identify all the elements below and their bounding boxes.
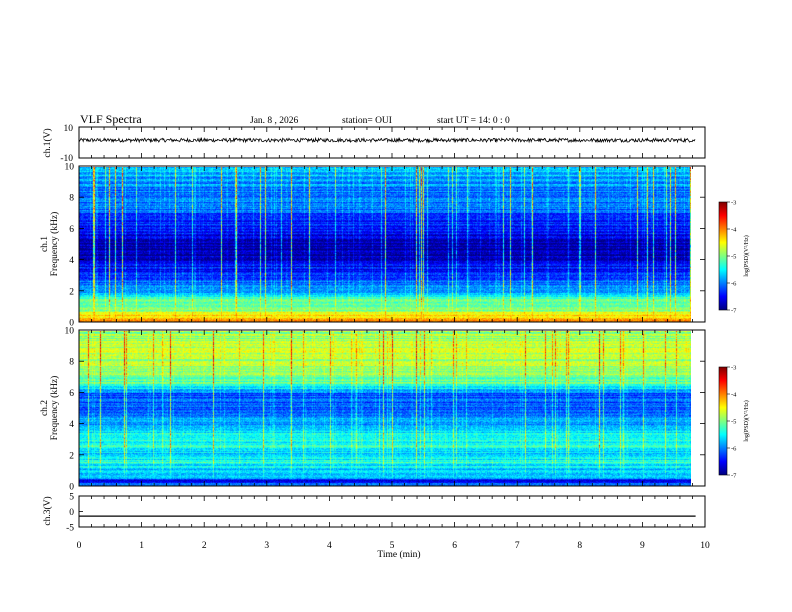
ch2-spectrogram-panel: 0 2 4 6 8 10 ch.2 Frequency (kHz) xyxy=(40,327,706,493)
xtick-label: 5 xyxy=(390,541,395,551)
figure-title: VLF Spectra xyxy=(80,112,142,126)
colorbar-tick-label: -5 xyxy=(731,419,736,426)
xtick-label: 2 xyxy=(202,541,207,551)
time-axis-tick-labels: 0 1 2 3 4 5 6 7 8 9 10 xyxy=(77,541,710,551)
time-axis-ticks xyxy=(78,127,706,527)
ch2-colorbar: -3 -4 -5 -6 -7 log(PSD)(V²/Hz) xyxy=(718,365,750,480)
ytick-label: 2 xyxy=(69,287,74,297)
start-time-label: start UT = 14: 0 : 0 xyxy=(437,116,510,126)
ytick-label: 10 xyxy=(65,163,75,173)
ytick-label: 4 xyxy=(69,256,74,266)
ch3-waveform-yticks: 5 0 -5 xyxy=(66,493,83,534)
ytick-label: -5 xyxy=(66,524,74,534)
xtick-label: 10 xyxy=(700,541,710,551)
ch1-spectrogram-yticks: 0 2 4 6 8 10 xyxy=(65,163,705,329)
ytick-label: 8 xyxy=(69,358,74,368)
ch1-waveform-frame xyxy=(78,126,706,159)
ytick-label: 8 xyxy=(69,194,74,204)
colorbar-gradient xyxy=(718,201,728,311)
xtick-label: 1 xyxy=(139,541,144,551)
ch1-spectrogram-ylabel-line1: ch.1 xyxy=(40,236,50,252)
ch1-waveform-panel: 10 -10 ch.1(V) xyxy=(42,124,706,164)
colorbar-tick-label: -3 xyxy=(731,200,736,207)
xtick-label: 8 xyxy=(577,541,582,551)
ytick-label: 5 xyxy=(69,493,74,503)
colorbar-tick-label: -6 xyxy=(731,446,737,453)
ch2-spectrogram-ylabel-line2: Frequency (kHz) xyxy=(49,376,60,441)
ch1-spectrogram-image xyxy=(79,167,691,322)
xtick-label: 0 xyxy=(77,541,82,551)
ch3-waveform-ylabel: ch.3(V) xyxy=(42,496,53,525)
xtick-label: 3 xyxy=(264,541,269,551)
time-axis-label: Time (min) xyxy=(377,549,420,560)
ch2-spectrogram-image xyxy=(79,331,691,486)
colorbar-label: log(PSD)(V²/Hz) xyxy=(743,235,750,276)
station-label: station= OUI xyxy=(342,116,392,126)
xtick-label: 7 xyxy=(515,541,520,551)
ytick-label: 6 xyxy=(69,225,74,235)
ch1-ytick-top: 10 xyxy=(64,124,74,134)
ch2-spectrogram-yticks: 0 2 4 6 8 10 xyxy=(65,327,705,493)
ytick-label: 4 xyxy=(69,420,74,430)
colorbar-tick-label: -7 xyxy=(731,308,737,315)
xtick-label: 9 xyxy=(640,541,645,551)
ch1-waveform-ylabel: ch.1(V) xyxy=(42,128,53,157)
ch1-colorbar: -3 -4 -5 -6 -7 log(PSD)(V²/Hz) xyxy=(718,200,750,315)
colorbar-tick-label: -6 xyxy=(731,281,737,288)
colorbar-tick-label: -7 xyxy=(731,473,737,480)
date-label: Jan. 8 , 2026 xyxy=(250,116,299,126)
colorbar-tick-label: -4 xyxy=(731,392,737,399)
ch1-ytick-bottom: -10 xyxy=(60,154,73,164)
colorbar-tick-label: -3 xyxy=(731,365,736,372)
ytick-label: 6 xyxy=(69,389,74,399)
ytick-label: 0 xyxy=(69,508,74,518)
xtick-label: 6 xyxy=(452,541,457,551)
colorbar-label: log(PSD)(V²/Hz) xyxy=(743,400,750,441)
ch2-spectrogram-ylabel-line1: ch.2 xyxy=(40,400,50,416)
ytick-label: 0 xyxy=(69,319,74,329)
colorbar-tick-label: -4 xyxy=(731,227,737,234)
colorbar-gradient xyxy=(718,366,728,476)
ytick-label: 2 xyxy=(69,451,74,461)
ytick-label: 10 xyxy=(65,327,75,337)
xtick-label: 4 xyxy=(327,541,332,551)
ch1-spectrogram-panel: 0 2 4 6 8 10 ch.1 Frequency (kHz) xyxy=(40,163,706,329)
colorbar-tick-label: -5 xyxy=(731,254,736,261)
ch1-spectrogram-ylabel-line2: Frequency (kHz) xyxy=(49,212,60,277)
ch1-waveform-line xyxy=(78,136,696,144)
ytick-label: 0 xyxy=(69,483,74,493)
